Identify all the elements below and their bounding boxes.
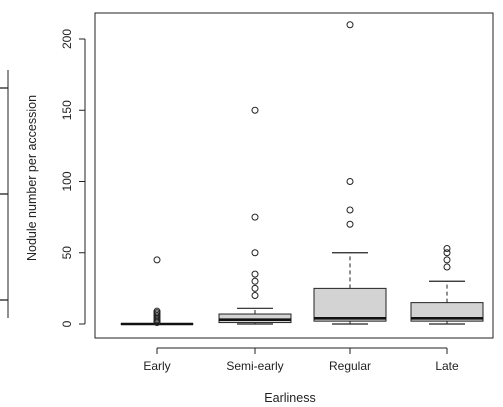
y-tick-label: 200 bbox=[60, 29, 74, 49]
y-tick-label: 0 bbox=[60, 320, 74, 327]
box-regular bbox=[313, 21, 387, 325]
outlier-point bbox=[346, 220, 354, 228]
box-series bbox=[120, 21, 484, 327]
outlier-point bbox=[346, 178, 354, 185]
iqr-box bbox=[313, 287, 387, 322]
box-early bbox=[120, 256, 194, 327]
outlier-point bbox=[251, 106, 259, 114]
box-late bbox=[410, 244, 484, 325]
outlier-point bbox=[346, 206, 354, 214]
outlier-point bbox=[251, 284, 259, 292]
y-tick-label: 50 bbox=[60, 246, 74, 260]
outlier-point bbox=[443, 263, 451, 271]
y-tick-label: 150 bbox=[60, 100, 74, 120]
y-axis: 0 50 100 150 200 bbox=[60, 29, 86, 327]
iqr-box bbox=[218, 313, 292, 324]
outlier-point bbox=[251, 249, 259, 257]
x-axis: Early Semi-early Regular Late bbox=[143, 347, 459, 373]
x-tick-label: Regular bbox=[329, 359, 371, 373]
x-tick-label: Early bbox=[143, 359, 170, 373]
outlier-point bbox=[346, 21, 354, 29]
outlier-point bbox=[251, 277, 259, 285]
outlier-point bbox=[153, 256, 161, 264]
y-tick-label: 100 bbox=[60, 171, 74, 191]
box-semi-early bbox=[218, 106, 292, 325]
outlier-point bbox=[153, 307, 161, 315]
left-edge-tick-stubs bbox=[0, 70, 9, 318]
outlier-point bbox=[443, 249, 451, 257]
outlier-point bbox=[443, 256, 451, 264]
x-tick-label: Semi-early bbox=[226, 359, 283, 373]
x-axis-title: Earliness bbox=[264, 391, 315, 405]
plot-frame bbox=[94, 12, 494, 339]
outlier-point bbox=[251, 213, 259, 221]
x-tick-label: Late bbox=[435, 359, 459, 373]
y-axis-title: Nodule number per accession bbox=[25, 95, 39, 261]
outlier-point bbox=[443, 244, 451, 252]
iqr-box bbox=[410, 302, 484, 322]
outlier-point bbox=[251, 270, 259, 278]
outlier-point bbox=[251, 292, 259, 299]
